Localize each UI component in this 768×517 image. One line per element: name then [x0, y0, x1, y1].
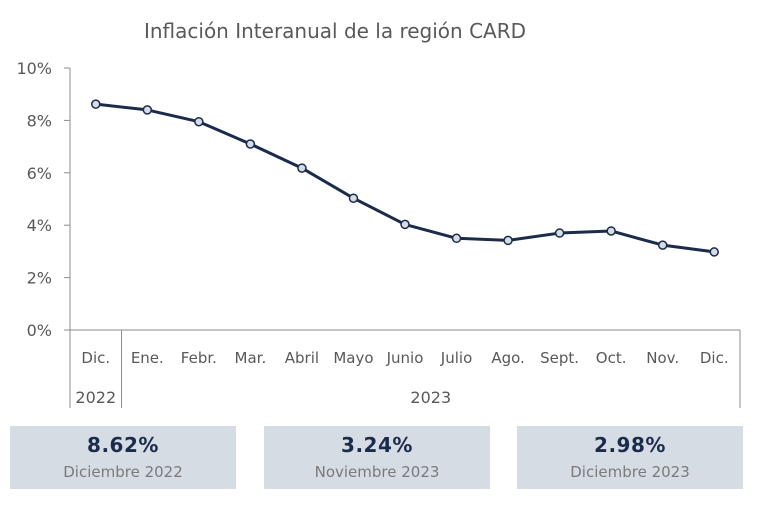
y-tick-label: 8%	[27, 111, 52, 130]
data-point	[709, 247, 719, 257]
data-point	[142, 105, 153, 115]
x-tick-label: Ago.	[491, 349, 524, 367]
data-point	[451, 233, 462, 244]
data-point	[400, 219, 410, 230]
x-tick-label: Junio	[386, 349, 424, 367]
card-value: 3.24%	[341, 433, 413, 457]
x-tick-label: Abril	[285, 349, 319, 367]
summary-card-dec-2023: 2.98% Diciembre 2023	[517, 426, 743, 489]
series-inflation	[91, 99, 719, 257]
inflation-line-chart: Inflación Interanual de la región CARD 0…	[16, 19, 741, 408]
data-point	[657, 240, 668, 250]
y-tick-label: 10%	[16, 59, 52, 78]
data-point	[554, 228, 565, 238]
x-tick-label: Dic.	[81, 349, 110, 367]
card-value: 2.98%	[594, 433, 666, 457]
data-point	[297, 163, 307, 173]
x-tick-label: Julio	[440, 349, 472, 367]
x-tick-label: Sept.	[540, 349, 579, 367]
series-line	[94, 102, 716, 254]
y-tick-label: 0%	[27, 321, 52, 340]
card-label: Diciembre 2022	[63, 463, 183, 481]
x-tick-label: Febr.	[181, 349, 217, 367]
x-tick-label: Dic.	[700, 349, 729, 367]
card-value: 8.62%	[87, 433, 159, 457]
data-point	[348, 193, 359, 203]
y-axis: 0% 2% 4% 6% 8% 10%	[16, 59, 71, 340]
y-tick-label: 2%	[27, 269, 52, 288]
year-group-label: 2022	[75, 388, 116, 407]
card-label: Diciembre 2023	[570, 463, 690, 481]
x-axis: Dic. Ene. Febr. Mar. Abril Mayo Junio Julio Ago.…	[69, 329, 741, 408]
y-tick-label: 4%	[27, 216, 52, 235]
x-tick-label: Ene.	[131, 349, 164, 367]
x-tick-label: Mayo	[333, 349, 373, 367]
y-tick-label: 6%	[27, 164, 52, 183]
data-point	[503, 235, 513, 246]
summary-card-dec-2022: 8.62% Diciembre 2022	[10, 426, 236, 489]
x-tick-label: Nov.	[646, 349, 679, 367]
chart-title: Inflación Interanual de la región CARD	[144, 19, 526, 43]
x-tick-label: Oct.	[596, 349, 627, 367]
data-point	[245, 139, 256, 149]
x-tick-label: Mar.	[235, 349, 267, 367]
data-point	[91, 99, 101, 109]
year-group-label: 2023	[410, 388, 451, 407]
data-point	[194, 116, 204, 127]
data-point	[606, 226, 616, 236]
card-label: Noviembre 2023	[314, 463, 440, 481]
summary-card-nov-2023: 3.24% Noviembre 2023	[264, 426, 490, 489]
